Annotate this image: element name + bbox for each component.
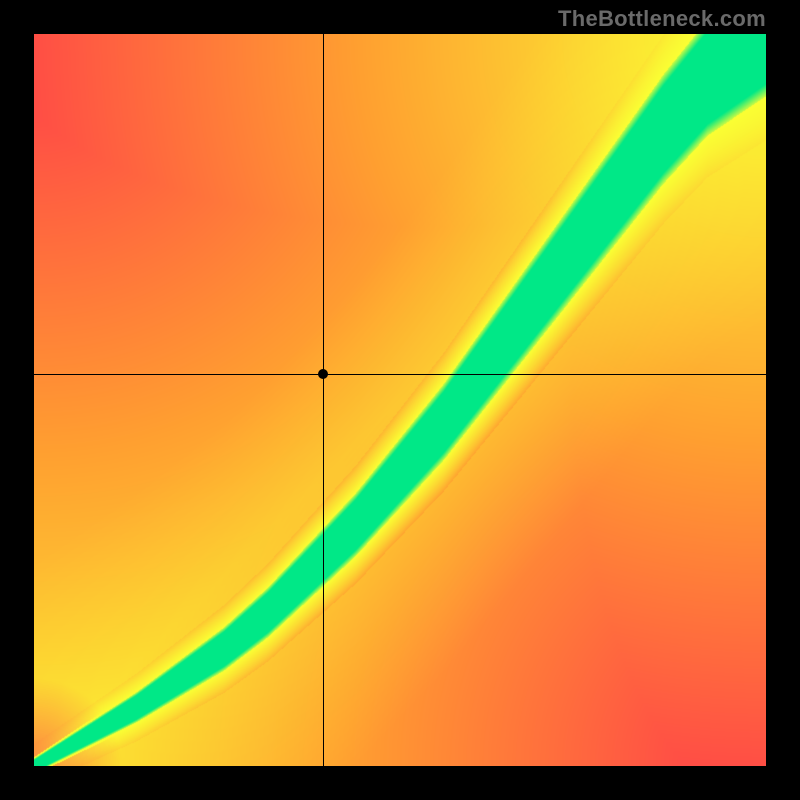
plot-area [34,34,766,766]
chart-frame: TheBottleneck.com [0,0,800,800]
crosshair-vertical [323,34,324,766]
heatmap-canvas [34,34,766,766]
crosshair-horizontal [34,374,766,375]
watermark-text: TheBottleneck.com [558,6,766,32]
